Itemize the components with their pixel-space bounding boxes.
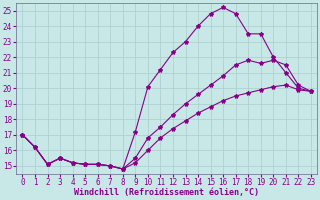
X-axis label: Windchill (Refroidissement éolien,°C): Windchill (Refroidissement éolien,°C) [74,188,259,197]
